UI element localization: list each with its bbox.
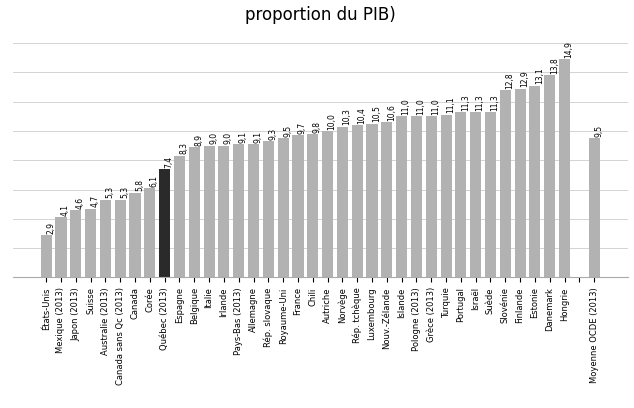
- Text: 10,4: 10,4: [357, 107, 366, 124]
- Text: 9,0: 9,0: [224, 132, 233, 144]
- Text: 9,5: 9,5: [283, 125, 292, 137]
- Bar: [100, 200, 111, 277]
- Text: 9,1: 9,1: [254, 131, 262, 143]
- Text: 5,3: 5,3: [120, 186, 129, 198]
- Text: 11,0: 11,0: [401, 98, 411, 115]
- Bar: [278, 138, 288, 277]
- Text: 8,3: 8,3: [179, 142, 188, 155]
- Text: 9,8: 9,8: [313, 120, 322, 133]
- Bar: [262, 141, 274, 277]
- Bar: [352, 125, 363, 277]
- Bar: [529, 86, 540, 277]
- Text: 9,7: 9,7: [298, 122, 307, 134]
- Text: 12,9: 12,9: [520, 70, 529, 87]
- Text: 14,9: 14,9: [564, 41, 574, 58]
- Bar: [55, 217, 67, 277]
- Bar: [322, 131, 333, 277]
- Bar: [396, 116, 407, 277]
- Text: 2,9: 2,9: [46, 222, 55, 233]
- Bar: [337, 126, 348, 277]
- Text: 9,3: 9,3: [268, 128, 277, 140]
- Text: 5,3: 5,3: [105, 186, 114, 198]
- Bar: [248, 144, 259, 277]
- Text: 13,8: 13,8: [550, 57, 559, 74]
- Text: 6,1: 6,1: [150, 175, 159, 187]
- Text: 11,3: 11,3: [476, 94, 484, 111]
- Bar: [485, 112, 496, 277]
- Bar: [204, 146, 215, 277]
- Bar: [174, 156, 185, 277]
- Bar: [588, 138, 600, 277]
- Bar: [470, 112, 481, 277]
- Text: 10,5: 10,5: [372, 105, 381, 122]
- Bar: [233, 144, 244, 277]
- Text: 11,1: 11,1: [446, 97, 455, 113]
- Bar: [500, 90, 511, 277]
- Text: 4,6: 4,6: [76, 197, 85, 208]
- Text: 4,1: 4,1: [61, 204, 70, 216]
- Bar: [159, 169, 170, 277]
- Bar: [292, 135, 304, 277]
- Text: 10,6: 10,6: [387, 104, 396, 121]
- Bar: [455, 112, 467, 277]
- Text: 11,3: 11,3: [461, 94, 470, 111]
- Bar: [411, 116, 422, 277]
- Bar: [307, 134, 318, 277]
- Text: 7,4: 7,4: [165, 155, 174, 168]
- Bar: [41, 235, 52, 277]
- Text: 4,7: 4,7: [91, 195, 100, 207]
- Bar: [115, 200, 126, 277]
- Bar: [145, 188, 155, 277]
- Text: 9,5: 9,5: [594, 125, 603, 137]
- Text: 9,0: 9,0: [209, 132, 218, 144]
- Bar: [189, 147, 200, 277]
- Bar: [366, 124, 378, 277]
- Bar: [544, 75, 555, 277]
- Title: proportion du PIB): proportion du PIB): [245, 6, 396, 24]
- Bar: [85, 208, 96, 277]
- Text: 11,3: 11,3: [491, 94, 500, 111]
- Bar: [559, 59, 570, 277]
- Bar: [425, 116, 437, 277]
- Text: 11,0: 11,0: [431, 98, 440, 115]
- Text: 11,0: 11,0: [417, 98, 425, 115]
- Bar: [441, 115, 451, 277]
- Text: 8,9: 8,9: [194, 134, 204, 146]
- Bar: [515, 89, 526, 277]
- Bar: [218, 146, 230, 277]
- Text: 13,1: 13,1: [535, 67, 544, 84]
- Text: 12,8: 12,8: [505, 72, 514, 89]
- Text: 10,0: 10,0: [328, 113, 337, 130]
- Bar: [129, 193, 141, 277]
- Bar: [70, 210, 81, 277]
- Text: 5,8: 5,8: [135, 179, 144, 191]
- Text: 10,3: 10,3: [342, 108, 351, 125]
- Text: 9,1: 9,1: [239, 131, 248, 143]
- Bar: [381, 122, 392, 277]
